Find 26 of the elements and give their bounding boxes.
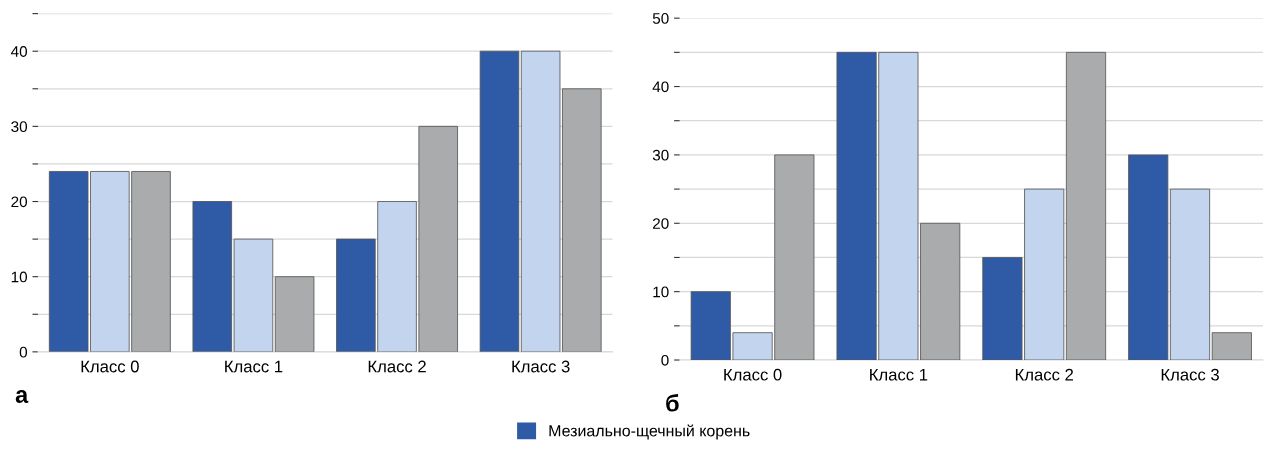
y-tick-label: 20 (653, 218, 669, 229)
x-tick-label: Класс 2 (1015, 368, 1073, 381)
bar (479, 50, 520, 352)
y-tick-label: 0 (661, 354, 669, 366)
x-tick-label: Класс 3 (512, 360, 570, 373)
text: а (15, 390, 29, 404)
x-tick-label: Класс 0 (724, 368, 782, 381)
legend-label: Мезиально-щечный корень (549, 424, 750, 440)
y-tick-label: 40 (10, 46, 28, 57)
y-tick-label: 20 (11, 196, 28, 208)
text: б (666, 394, 679, 412)
y-tick-label: 30 (11, 121, 28, 133)
y-tick-label: 0 (19, 346, 28, 358)
bar (1065, 51, 1107, 361)
bar (274, 276, 315, 352)
x-tick-label: Класс 1 (870, 368, 928, 381)
x-tick-label: Класс 0 (81, 360, 139, 373)
x-tick-label: Класс 2 (368, 360, 426, 373)
y-tick-label: 50 (652, 13, 669, 24)
y-tick-label: 30 (652, 149, 669, 161)
x-tick-label: Класс 3 (1161, 368, 1219, 381)
bar (1211, 332, 1252, 361)
y-tick-label: 10 (11, 271, 28, 283)
y-tick-label: 40 (652, 81, 669, 93)
x-tick-label: Класс 1 (225, 360, 283, 373)
y-tick-label: 10 (653, 286, 669, 298)
